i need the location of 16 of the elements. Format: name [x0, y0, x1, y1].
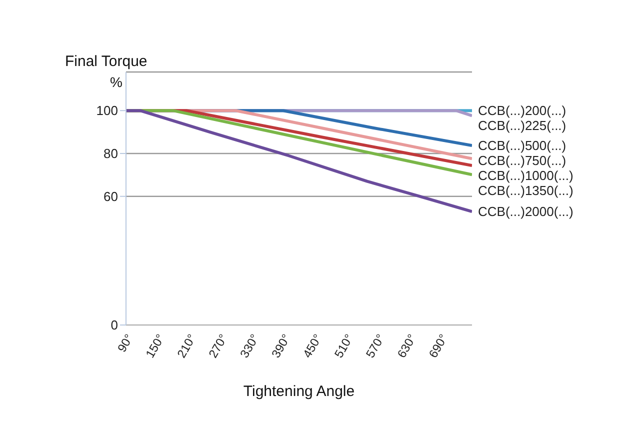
- x-tick-label: 90°: [114, 332, 136, 354]
- y-tick-label: 100: [96, 103, 118, 118]
- line-series: [126, 109, 472, 214]
- series-label: CCB(...)1350(...): [478, 183, 574, 198]
- y-tick-label: 80: [104, 146, 118, 162]
- y-tick-label: 60: [104, 188, 118, 204]
- series-label: CCB(...)2000(...): [478, 204, 574, 220]
- series-label: CCB(...)750(...): [478, 153, 566, 168]
- x-axis-title: Tightening Angle: [242, 383, 356, 400]
- chart-title: Final Torque: [65, 53, 148, 70]
- y-axis-title: %: [110, 74, 122, 90]
- y-tick-label: 0: [110, 318, 118, 333]
- series-label: CCB(...)500(...): [478, 138, 566, 154]
- series-label: CCB(...)1000(...): [478, 168, 574, 184]
- series-label: CCB(...)200(...): [478, 103, 566, 118]
- series-label: CCB(...)225(...): [478, 118, 566, 134]
